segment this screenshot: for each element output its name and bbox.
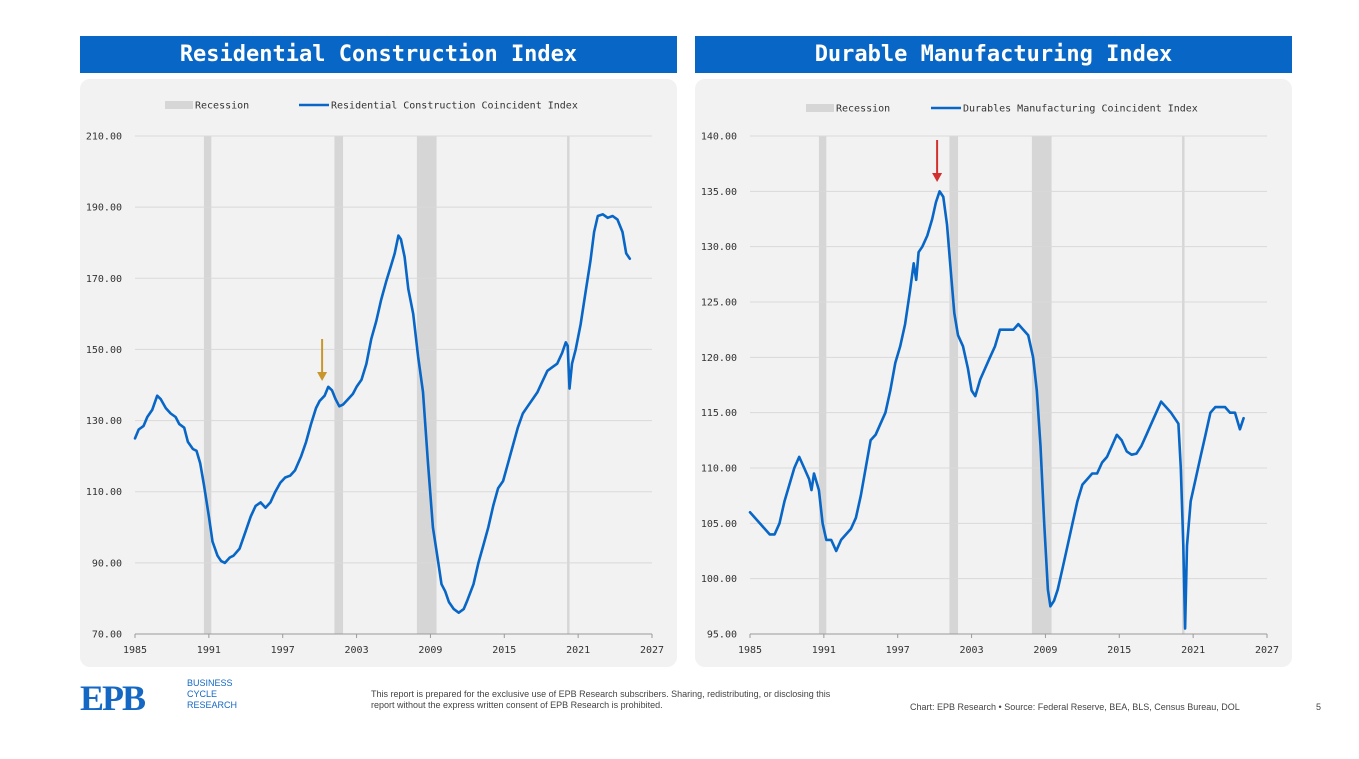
y-tick-label: 170.00 <box>86 274 122 285</box>
disclaimer-text: This report is prepared for the exclusiv… <box>371 689 831 710</box>
y-tick-label: 140.00 <box>701 132 737 143</box>
y-tick-label: 190.00 <box>86 203 122 214</box>
x-tick-label: 2003 <box>345 645 369 656</box>
residential-chart-panel: 70.00 90.00 110.00 130.00 150.00 170.00 190.00… <box>80 79 677 667</box>
durable-chart-panel: 95.00 100.00 105.00 110.00 115.00 120.00 125.0… <box>695 79 1292 667</box>
epb-logo: EPB BUSINESS CYCLE RESEARCH <box>80 678 240 718</box>
legend-recession-swatch <box>806 104 834 112</box>
x-tick-label: 1997 <box>271 645 295 656</box>
chart-title-residential: Residential Construction Index <box>80 36 677 73</box>
recession-band <box>1031 136 1052 634</box>
legend-series-label: Durables Manufacturing Coincident Index <box>963 104 1198 115</box>
logo-line: CYCLE <box>187 689 218 699</box>
x-tick-label: 1985 <box>738 645 762 656</box>
recession-band <box>203 136 212 634</box>
logo-mark: EPB <box>80 678 146 718</box>
y-tick-label: 105.00 <box>701 519 737 530</box>
series-line <box>748 190 1245 630</box>
x-tick-label: 2027 <box>1255 645 1279 656</box>
x-tick-label: 1997 <box>886 645 910 656</box>
residential-chart-svg: 70.00 90.00 110.00 130.00 150.00 170.00 190.00… <box>86 101 664 657</box>
arrow-head <box>932 173 943 182</box>
y-tick-label: 90.00 <box>92 558 122 569</box>
recession-band <box>334 136 344 634</box>
y-tick-label: 70.00 <box>92 630 122 641</box>
x-tick-label: 1991 <box>197 645 221 656</box>
series-line <box>133 213 632 614</box>
legend-recession-swatch <box>165 101 193 109</box>
logo-text: BUSINESS CYCLE RESEARCH <box>187 678 237 711</box>
y-tick-label: 100.00 <box>701 574 737 585</box>
x-tick-label: 2027 <box>640 645 664 656</box>
y-tick-label: 120.00 <box>701 353 737 364</box>
logo-line: BUSINESS <box>187 678 233 688</box>
recession-band <box>818 136 827 634</box>
logo-line: RESEARCH <box>187 700 238 710</box>
arrow-head <box>317 372 328 381</box>
x-tick-label: 2015 <box>492 645 516 656</box>
x-tick-label: 2021 <box>566 645 590 656</box>
durable-chart-svg: 95.00 100.00 105.00 110.00 115.00 120.00 125.0… <box>701 104 1279 657</box>
y-tick-label: 95.00 <box>707 630 737 641</box>
y-tick-label: 210.00 <box>86 132 122 143</box>
x-tick-label: 2009 <box>418 645 442 656</box>
y-tick-label: 150.00 <box>86 345 122 356</box>
x-tick-label: 2003 <box>960 645 984 656</box>
y-tick-label: 110.00 <box>86 487 122 498</box>
recession-band <box>949 136 959 634</box>
y-tick-label: 130.00 <box>86 416 122 427</box>
x-tick-label: 2021 <box>1181 645 1205 656</box>
chart-title-durable: Durable Manufacturing Index <box>695 36 1292 73</box>
x-tick-label: 2009 <box>1033 645 1057 656</box>
source-text: Chart: EPB Research • Source: Federal Re… <box>910 702 1240 712</box>
x-tick-label: 1985 <box>123 645 147 656</box>
y-tick-label: 130.00 <box>701 242 737 253</box>
legend-recession-label: Recession <box>195 101 249 112</box>
legend-series-label: Residential Construction Coincident Inde… <box>331 101 578 112</box>
legend-recession-label: Recession <box>836 104 890 115</box>
y-tick-label: 135.00 <box>701 187 737 198</box>
y-tick-label: 125.00 <box>701 298 737 309</box>
x-tick-label: 1991 <box>812 645 836 656</box>
y-tick-label: 110.00 <box>701 464 737 475</box>
recession-band <box>416 136 437 634</box>
page-number: 5 <box>1316 702 1322 712</box>
recession-band <box>1182 136 1185 634</box>
x-tick-label: 2015 <box>1107 645 1131 656</box>
y-tick-label: 115.00 <box>701 408 737 419</box>
